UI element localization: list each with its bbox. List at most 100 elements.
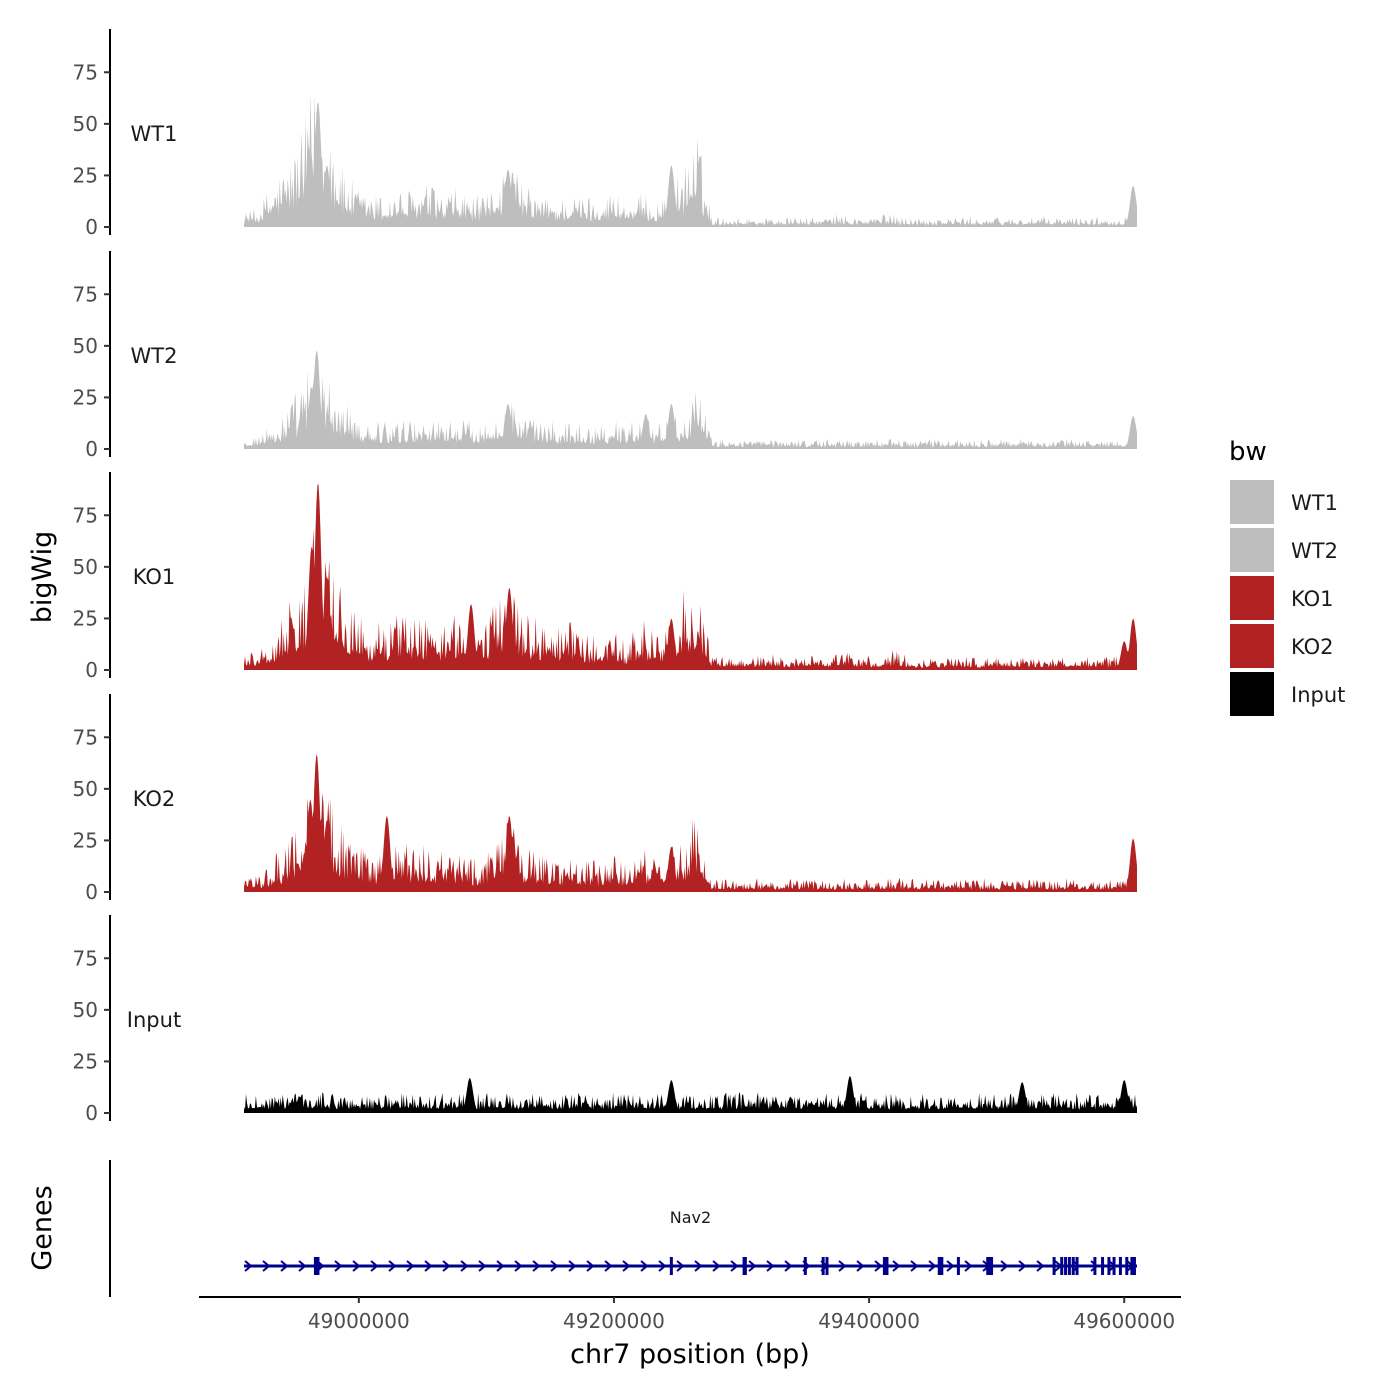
x-axis: 49000000 49200000 49400000 49600000 — [199, 1296, 1181, 1333]
gene-label: Nav2 — [670, 1208, 711, 1227]
legend-label: KO2 — [1291, 635, 1334, 659]
x-axis-title: chr7 position (bp) — [570, 1339, 810, 1370]
strand-arrow — [352, 1260, 361, 1272]
track-panels: 0 25 50 75 WT1 0 25 50 75 WT2 0 25 50 75 KO1 0 25 50 75 KO2… — [73, 29, 1137, 1125]
strand-arrow — [766, 1260, 775, 1272]
legend-label: Input — [1291, 683, 1345, 707]
strand-arrow — [280, 1260, 289, 1272]
legend-key-wt2 — [1230, 528, 1274, 572]
strand-arrow — [910, 1260, 919, 1272]
y-tick-label: 25 — [73, 385, 98, 409]
y-tick-label: 75 — [73, 946, 98, 970]
strand-arrow — [712, 1260, 721, 1272]
legend-label: WT2 — [1291, 539, 1338, 563]
panel-label: KO1 — [133, 565, 176, 589]
signal-area-input — [244, 1076, 1137, 1113]
strand-arrow — [748, 1260, 757, 1272]
strand-arrow — [964, 1260, 973, 1272]
strand-arrow — [928, 1260, 937, 1272]
strand-arrow — [784, 1260, 793, 1272]
strand-arrow — [568, 1260, 577, 1272]
exon — [937, 1257, 941, 1275]
exon — [1093, 1257, 1097, 1275]
legend-title: bw — [1229, 437, 1267, 467]
exon — [986, 1257, 990, 1275]
y-tick-label: 75 — [73, 282, 98, 306]
y-tick-label: 50 — [73, 777, 98, 801]
gene-track: Nav2 — [109, 1160, 1137, 1297]
exon — [316, 1257, 320, 1275]
strand-arrow — [1036, 1260, 1045, 1272]
exon — [313, 1257, 317, 1275]
y-tick-label: 50 — [73, 334, 98, 358]
y-tick-label: 50 — [73, 555, 98, 579]
exon — [1071, 1257, 1075, 1275]
panel-input: 0 25 50 75 Input — [73, 915, 1137, 1125]
strand-arrow — [244, 1260, 253, 1272]
exon — [956, 1257, 960, 1275]
gene-nav2: Nav2 — [244, 1208, 1137, 1275]
panel-label: Input — [127, 1008, 181, 1032]
y-tick-label: 75 — [73, 503, 98, 527]
x-tick-label: 49600000 — [1073, 1309, 1175, 1333]
strand-arrow — [1090, 1260, 1099, 1272]
exon — [1052, 1257, 1056, 1275]
y-tick-label: 50 — [73, 998, 98, 1022]
exon — [1060, 1257, 1064, 1275]
legend-label: WT1 — [1291, 491, 1338, 515]
strand-arrow — [730, 1260, 739, 1272]
exon — [1064, 1257, 1068, 1275]
strand-arrow — [1000, 1260, 1009, 1272]
signal-area-wt1 — [244, 93, 1137, 228]
y-tick-label: 25 — [73, 1049, 98, 1073]
strand-arrow — [406, 1260, 415, 1272]
exon — [885, 1257, 889, 1275]
panel-label: WT1 — [131, 122, 178, 146]
x-tick-label: 49400000 — [818, 1309, 920, 1333]
panel-label: KO2 — [133, 787, 176, 811]
strand-arrow — [514, 1260, 523, 1272]
y-tick-label: 25 — [73, 606, 98, 630]
panel-ko2: 0 25 50 75 KO2 — [73, 694, 1137, 904]
legend-key-input — [1230, 672, 1274, 716]
x-tick-label: 49200000 — [563, 1309, 665, 1333]
exon — [1107, 1257, 1111, 1275]
strand-arrow — [478, 1260, 487, 1272]
genes-axis-title: Genes — [27, 1185, 58, 1270]
strand-arrow — [622, 1260, 631, 1272]
y-tick-label: 0 — [85, 437, 98, 461]
y-tick-label: 0 — [85, 215, 98, 239]
strand-arrow — [496, 1260, 505, 1272]
strand-arrow — [1072, 1260, 1081, 1272]
legend: bw WT1 WT2 KO1 KO2 Input — [1229, 437, 1345, 716]
strand-arrow — [658, 1260, 667, 1272]
panel-label: WT2 — [131, 344, 178, 368]
x-tick-label: 49000000 — [308, 1309, 410, 1333]
exon — [1075, 1257, 1079, 1275]
strand-arrow — [586, 1260, 595, 1272]
exon — [1112, 1257, 1116, 1275]
exon — [1125, 1257, 1129, 1275]
strand-arrow — [676, 1260, 685, 1272]
signal-area-ko1 — [244, 483, 1137, 670]
legend-key-ko2 — [1230, 624, 1274, 668]
y-tick-label: 0 — [85, 1101, 98, 1125]
exon — [821, 1257, 825, 1275]
strand-arrow — [550, 1260, 559, 1272]
strand-arrow — [298, 1260, 307, 1272]
exon — [825, 1257, 829, 1275]
strand-arrow — [874, 1260, 883, 1272]
y-tick-label: 75 — [73, 725, 98, 749]
legend-key-ko1 — [1230, 576, 1274, 620]
exon — [669, 1257, 673, 1275]
exon — [1118, 1257, 1122, 1275]
strand-arrow — [442, 1260, 451, 1272]
exon — [1101, 1257, 1105, 1275]
strand-arrow — [460, 1260, 469, 1272]
strand-arrow — [424, 1260, 433, 1272]
y-tick-label: 0 — [85, 880, 98, 904]
strand-arrow — [892, 1260, 901, 1272]
exon — [990, 1257, 994, 1275]
signal-area-wt2 — [244, 350, 1137, 449]
